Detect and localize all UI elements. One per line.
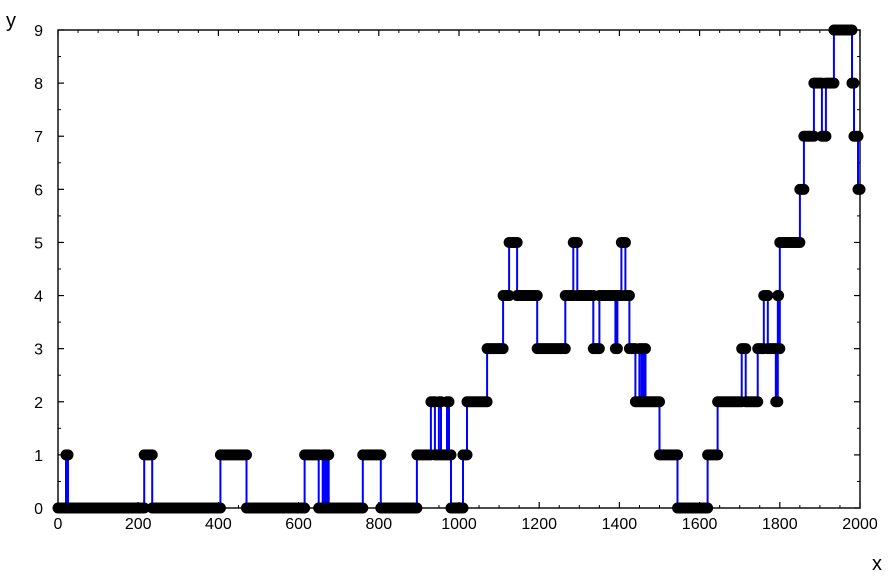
x-tick-label: 800 bbox=[365, 516, 392, 533]
data-point bbox=[443, 396, 455, 408]
y-tick-label: 2 bbox=[34, 395, 43, 412]
data-point bbox=[740, 343, 752, 355]
data-point bbox=[852, 130, 864, 142]
y-tick-label: 4 bbox=[34, 289, 43, 306]
series-line bbox=[58, 29, 860, 509]
data-point bbox=[794, 236, 806, 248]
y-tick-label: 5 bbox=[34, 235, 43, 252]
data-point bbox=[820, 130, 832, 142]
x-tick-label: 400 bbox=[205, 516, 232, 533]
data-point bbox=[503, 290, 515, 302]
y-tick-label: 8 bbox=[34, 76, 43, 93]
data-point bbox=[639, 343, 651, 355]
data-point bbox=[214, 502, 226, 514]
data-point bbox=[531, 290, 543, 302]
x-axis-label: x bbox=[872, 553, 882, 575]
x-tick-label: 0 bbox=[54, 516, 63, 533]
data-point bbox=[481, 396, 493, 408]
x-tick-label: 200 bbox=[125, 516, 152, 533]
plot-frame bbox=[57, 29, 861, 509]
y-tick-label: 3 bbox=[34, 342, 43, 359]
data-point bbox=[497, 343, 509, 355]
axis-ticks: 0 200 400 600 800 1000 1200 1400 1600 1800 2000 0 1 2… bbox=[34, 23, 878, 533]
data-point bbox=[511, 236, 523, 248]
x-tick-label: 600 bbox=[285, 516, 312, 533]
data-point bbox=[593, 343, 605, 355]
data-point bbox=[619, 236, 631, 248]
y-tick-label: 7 bbox=[34, 129, 43, 146]
data-point bbox=[672, 449, 684, 461]
data-point bbox=[299, 502, 311, 514]
data-point bbox=[146, 449, 158, 461]
data-point bbox=[774, 343, 786, 355]
y-axis-label: y bbox=[6, 10, 16, 32]
data-point bbox=[773, 290, 785, 302]
data-point bbox=[654, 396, 665, 408]
x-tick-label: 1400 bbox=[602, 516, 638, 533]
data-point bbox=[702, 502, 714, 514]
data-point bbox=[445, 449, 457, 461]
y-tick-label: 9 bbox=[34, 23, 43, 40]
data-point bbox=[571, 236, 583, 248]
data-point bbox=[457, 502, 469, 514]
x-tick-label: 1000 bbox=[441, 516, 477, 533]
data-point bbox=[846, 24, 858, 36]
data-point bbox=[411, 502, 423, 514]
x-tick-label: 1800 bbox=[762, 516, 798, 533]
x-tick-label: 1600 bbox=[682, 516, 718, 533]
data-point bbox=[138, 502, 150, 514]
data-point bbox=[772, 396, 784, 408]
data-point bbox=[240, 449, 252, 461]
data-point bbox=[854, 183, 866, 195]
data-point bbox=[762, 290, 774, 302]
series-group bbox=[52, 24, 866, 514]
data-point bbox=[712, 449, 724, 461]
data-point bbox=[559, 343, 571, 355]
data-point bbox=[611, 343, 623, 355]
data-point bbox=[798, 183, 810, 195]
data-point bbox=[808, 130, 820, 142]
data-point bbox=[461, 449, 473, 461]
data-point bbox=[848, 77, 860, 89]
data-point bbox=[752, 396, 764, 408]
y-tick-label: 1 bbox=[34, 448, 43, 465]
y-tick-label: 0 bbox=[34, 501, 43, 518]
y-tick-label: 6 bbox=[34, 182, 43, 199]
data-point bbox=[623, 290, 635, 302]
data-point bbox=[828, 77, 840, 89]
data-point bbox=[375, 449, 387, 461]
data-point bbox=[323, 449, 335, 461]
x-tick-label: 1200 bbox=[521, 516, 557, 533]
data-point bbox=[357, 502, 369, 514]
data-point bbox=[62, 449, 74, 461]
x-tick-label: 2000 bbox=[842, 516, 878, 533]
